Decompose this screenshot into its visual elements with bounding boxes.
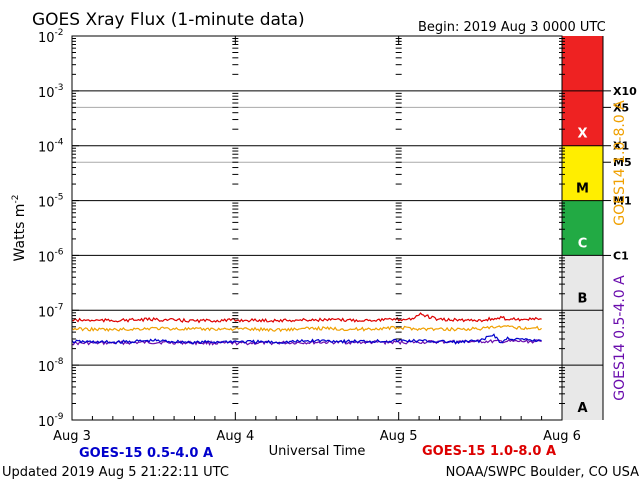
y-tick-label: 10-6: [38, 247, 64, 265]
class-label-b: B: [578, 291, 588, 306]
series-goes-15-1-0-8-0-a: [71, 312, 542, 324]
y-tick-label: 10-7: [38, 302, 64, 320]
begin-label: Begin: 2019 Aug 3 0000 UTC: [418, 20, 606, 35]
x-tick-label: Aug 3: [53, 429, 91, 444]
x-tick-label: Aug 6: [543, 429, 581, 444]
y-tick-label: 10-9: [38, 412, 64, 430]
class-label-m: M: [576, 182, 589, 197]
legend-goes15-long: GOES-15 1.0-8.0 A: [422, 444, 556, 459]
x-tick-label: Aug 5: [380, 429, 418, 444]
marker-x10: X10: [613, 85, 637, 98]
legend-goes14-long: GOES14 1.0-8.0 A: [612, 100, 628, 226]
y-tick-label: 10-5: [38, 193, 64, 211]
class-band-m: [562, 145, 603, 201]
x-tick-label: Aug 4: [216, 429, 254, 444]
legend-goes15-short: GOES-15 0.5-4.0 A: [79, 446, 213, 461]
updated-timestamp: Updated 2019 Aug 5 21:22:11 UTC: [2, 465, 229, 480]
marker-x1: X1: [613, 140, 629, 153]
y-axis-label: Watts m-2: [11, 195, 28, 262]
plot-frame: [71, 35, 563, 421]
y-tick-label: 10-3: [38, 83, 64, 101]
marker-m1: M1: [613, 195, 632, 208]
y-tick-label: 10-2: [38, 28, 64, 46]
series-lines: [71, 312, 542, 346]
series-goes-14-1-0-8-0-a: [71, 324, 542, 333]
y-tick-label: 10-4: [38, 138, 64, 156]
series-goes-15-0-5-4-0-a: [71, 333, 542, 345]
class-label-x: X: [577, 127, 587, 142]
chart-title: GOES Xray Flux (1-minute data): [32, 10, 305, 30]
marker-x5: X5: [613, 101, 629, 114]
right-markers: X10 X5 X1 M5 M1 C1: [603, 85, 637, 262]
flare-class-bands: X M C B A: [562, 36, 604, 420]
class-label-c: C: [578, 236, 588, 251]
source-credit: NOAA/SWPC Boulder, CO USA: [446, 465, 639, 480]
grid-lines: [72, 90, 603, 366]
y-axis-ticks: 10-2 10-3 10-4 10-5 10-6 10-7 10-8 10-9: [38, 28, 79, 430]
marker-c1: C1: [613, 249, 629, 262]
x-axis-label: Universal Time: [269, 444, 366, 459]
marker-m5: M5: [613, 156, 632, 169]
class-band-c: [562, 200, 603, 256]
class-label-a: A: [577, 401, 587, 416]
y-tick-label: 10-8: [38, 357, 64, 375]
class-band-b: [562, 255, 603, 311]
legend-goes14-short: GOES14 0.5-4.0 A: [612, 275, 628, 401]
